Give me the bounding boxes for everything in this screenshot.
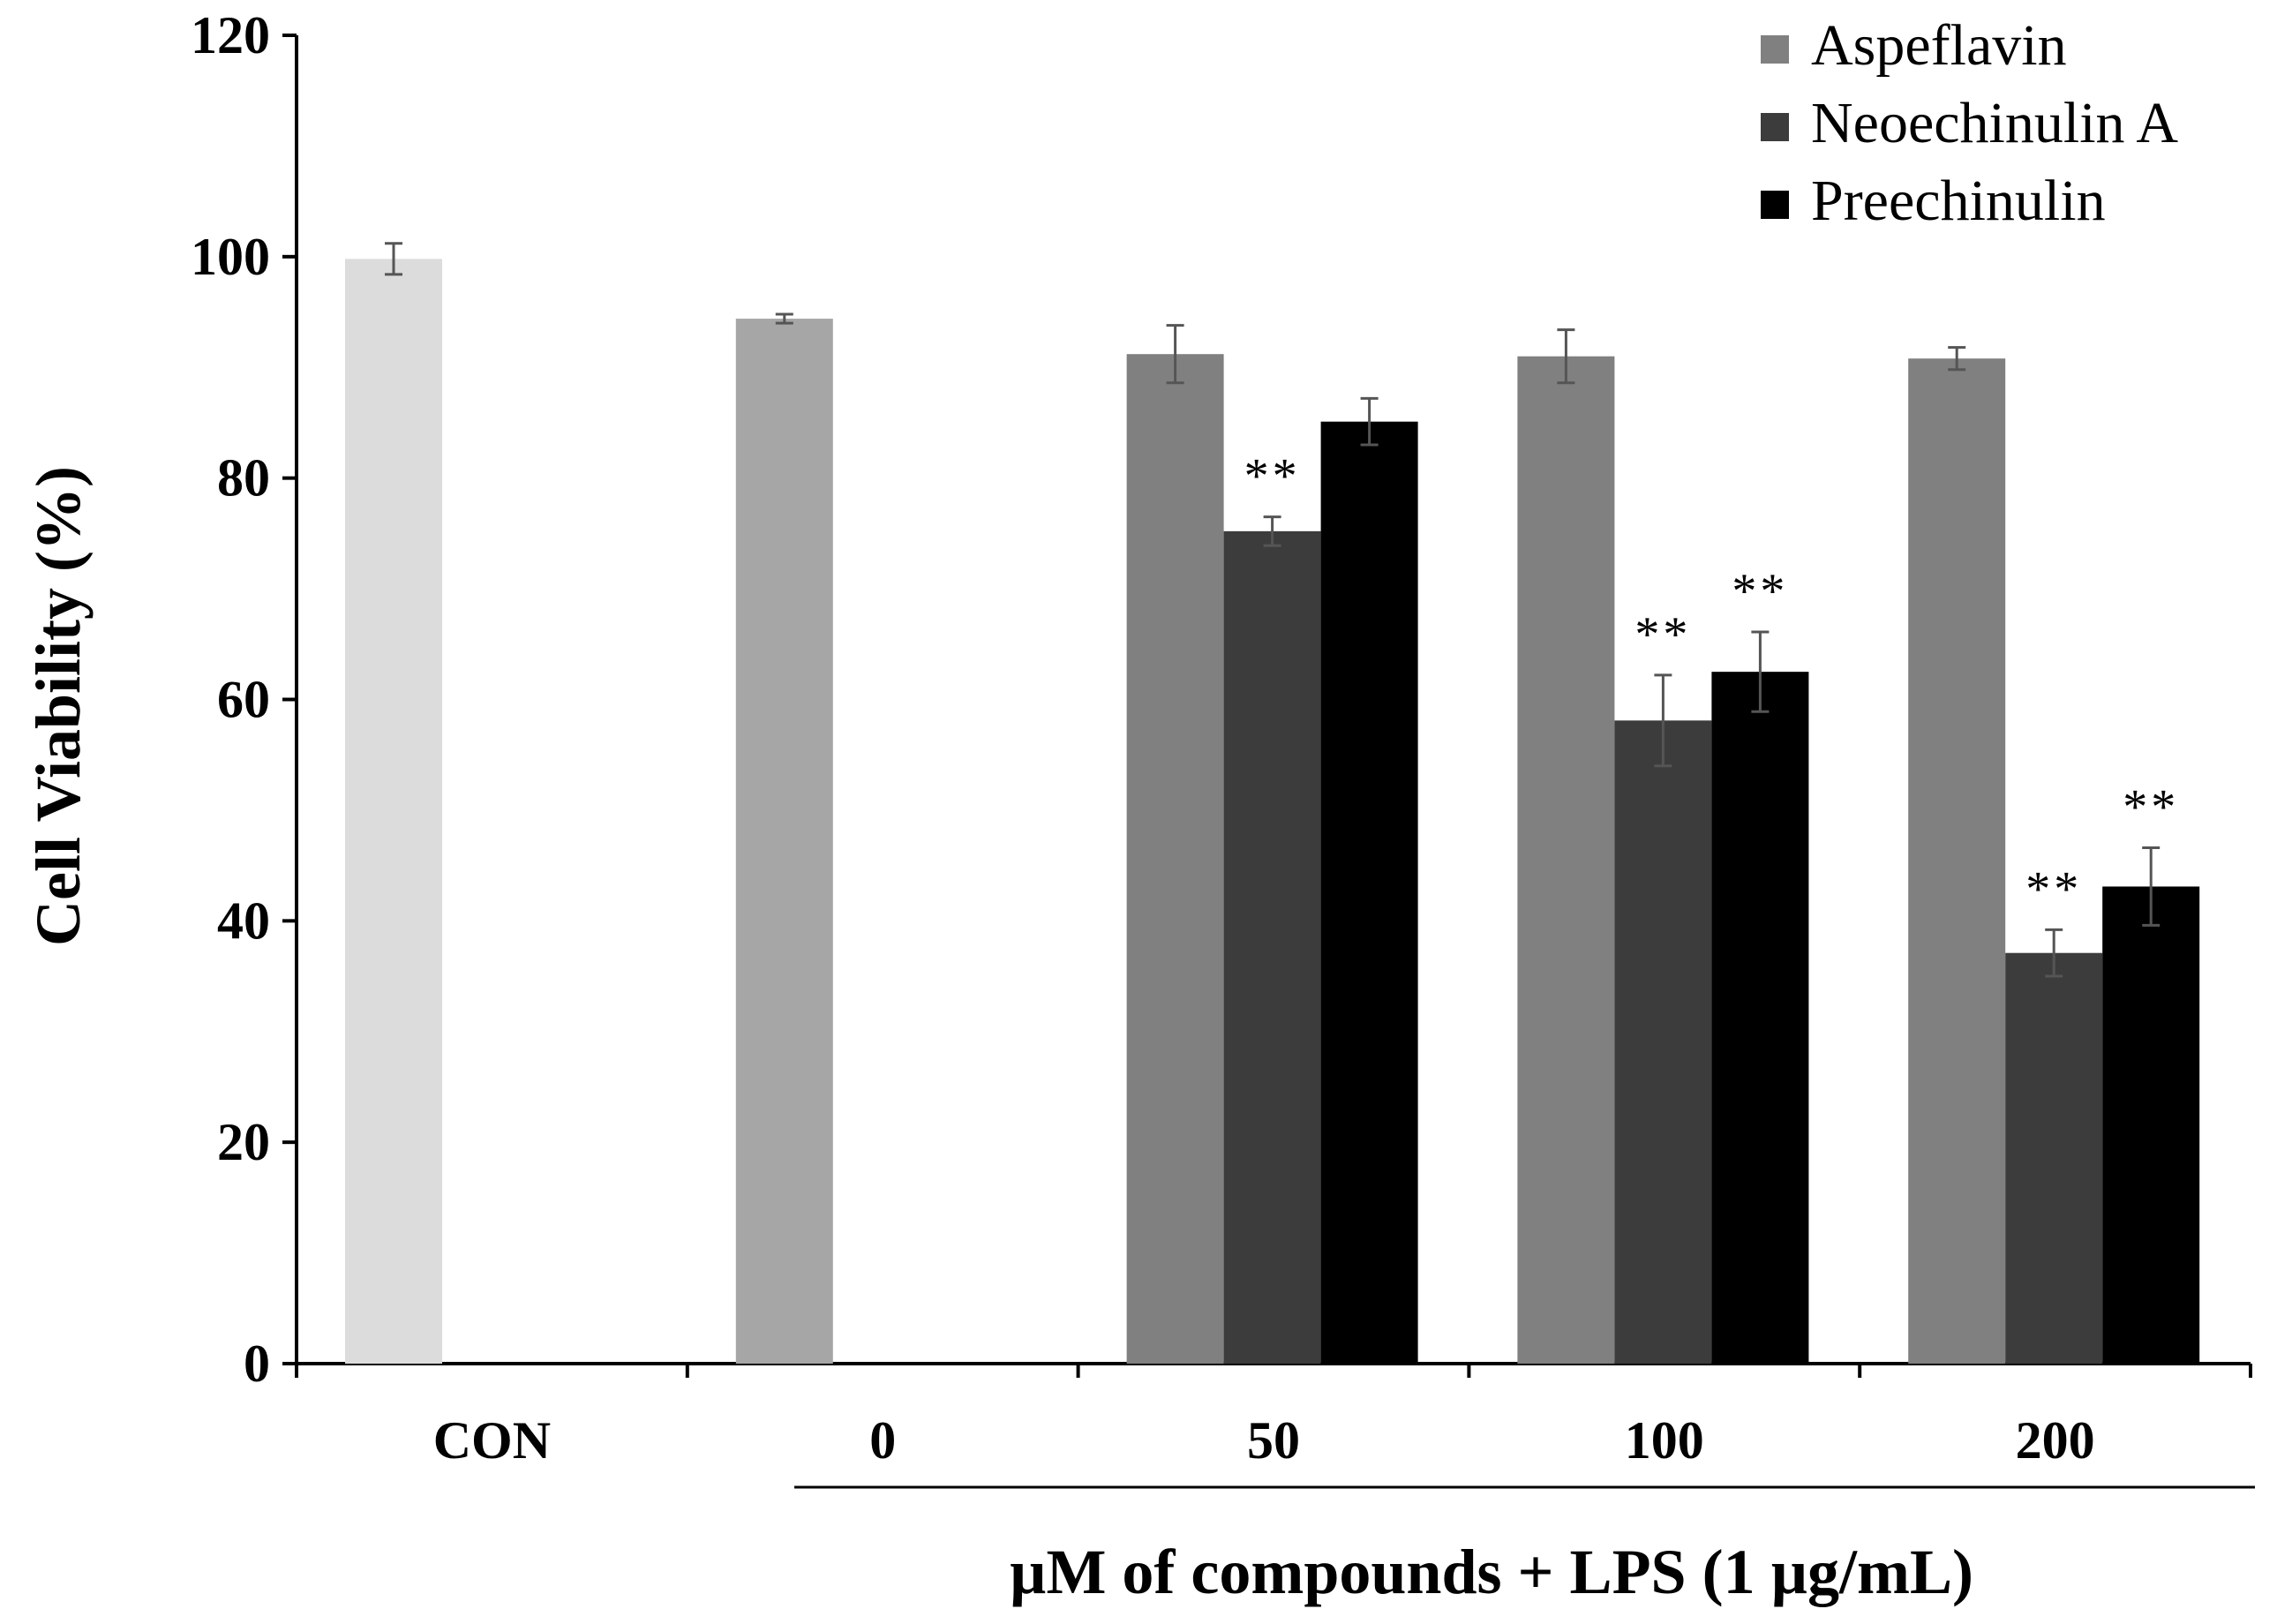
- bar-preechinulin-50: [1320, 421, 1418, 1365]
- x-category-label: CON: [433, 1411, 551, 1470]
- y-tick-label: 40: [217, 891, 270, 950]
- significance-marker: **: [2123, 780, 2179, 835]
- x-category-label: 0: [869, 1411, 896, 1470]
- legend-label: Preechinulin: [1811, 169, 2106, 233]
- x-category-label: 200: [2016, 1411, 2095, 1470]
- legend-label: Aspeflavin: [1811, 13, 2067, 78]
- bar-neoechinulin-a-50: [1223, 530, 1321, 1364]
- y-tick-label: 80: [217, 449, 270, 508]
- x-axis-title: µM of compounds + LPS (1 µg/mL): [1010, 1537, 1973, 1607]
- bar-preechinulin-100: [1711, 672, 1809, 1364]
- y-tick-label: 60: [217, 671, 270, 729]
- y-tick-label: 0: [244, 1335, 270, 1393]
- bar-neoechinulin-a-200: [2005, 952, 2103, 1364]
- bar-aspeflavin-100: [1517, 356, 1615, 1364]
- bar-0: [735, 319, 833, 1365]
- legend-label: Neoechinulin A: [1811, 91, 2178, 155]
- x-category-label: 50: [1247, 1411, 1300, 1470]
- y-axis-title: Cell Viability (%): [23, 466, 94, 946]
- bar-aspeflavin-200: [1908, 358, 2006, 1364]
- bar-aspeflavin-50: [1126, 354, 1224, 1365]
- significance-marker: **: [1732, 564, 1788, 619]
- bar-con: [345, 259, 442, 1364]
- significance-marker: **: [1634, 607, 1691, 662]
- significance-marker: **: [2025, 861, 2082, 916]
- x-category-label: 100: [1625, 1411, 1704, 1470]
- legend-swatch: [1761, 113, 1789, 141]
- significance-marker: **: [1244, 449, 1301, 504]
- legend-swatch: [1761, 35, 1789, 64]
- y-tick-label: 20: [217, 1113, 270, 1171]
- bar-neoechinulin-a-100: [1614, 720, 1712, 1364]
- legend-swatch: [1761, 191, 1789, 219]
- y-tick-label: 100: [191, 228, 270, 286]
- bar-preechinulin-200: [2102, 886, 2200, 1364]
- y-tick-label: 120: [191, 6, 270, 64]
